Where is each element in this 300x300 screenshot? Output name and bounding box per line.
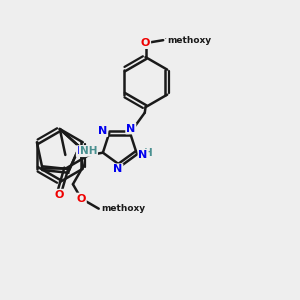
Text: methoxy: methoxy — [103, 207, 110, 209]
Text: methoxy: methoxy — [167, 36, 211, 45]
Text: NH: NH — [80, 146, 97, 156]
Text: methoxy: methoxy — [102, 204, 146, 213]
Text: O: O — [141, 38, 150, 48]
Text: N: N — [126, 124, 135, 134]
Text: methoxy: methoxy — [165, 38, 171, 39]
Text: O: O — [55, 190, 64, 200]
Text: N: N — [139, 149, 148, 160]
Text: O: O — [76, 194, 86, 204]
Text: N: N — [77, 146, 86, 156]
Text: H: H — [144, 148, 153, 158]
Text: N: N — [113, 164, 122, 174]
Text: N: N — [98, 126, 107, 136]
